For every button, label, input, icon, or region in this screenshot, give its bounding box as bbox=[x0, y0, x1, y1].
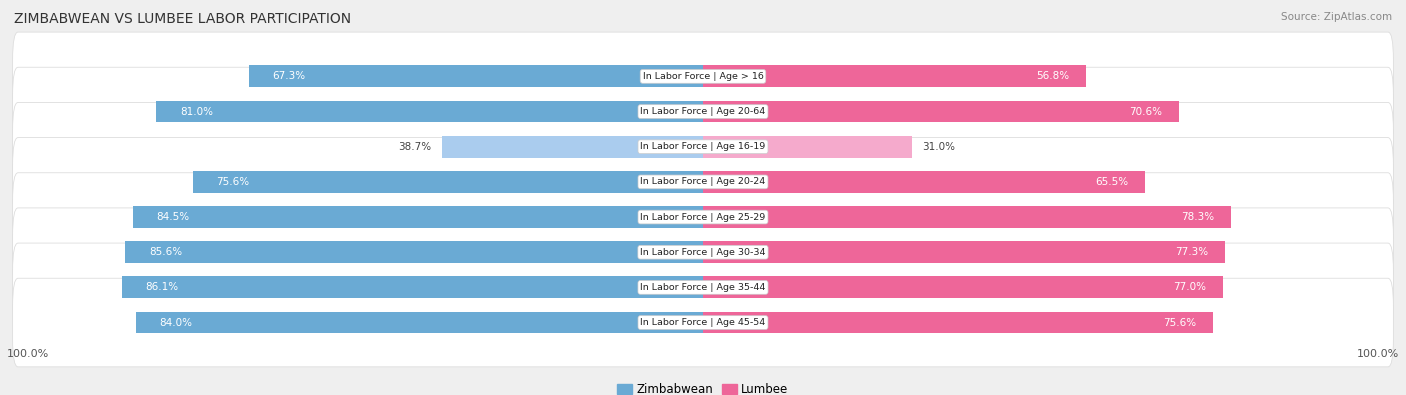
Text: 67.3%: 67.3% bbox=[273, 71, 305, 81]
Text: 31.0%: 31.0% bbox=[922, 142, 955, 152]
Bar bbox=[136, 312, 703, 333]
Text: ZIMBABWEAN VS LUMBEE LABOR PARTICIPATION: ZIMBABWEAN VS LUMBEE LABOR PARTICIPATION bbox=[14, 12, 352, 26]
Text: In Labor Force | Age > 16: In Labor Force | Age > 16 bbox=[643, 72, 763, 81]
FancyBboxPatch shape bbox=[13, 102, 1393, 191]
Legend: Zimbabwean, Lumbee: Zimbabwean, Lumbee bbox=[613, 379, 793, 395]
Text: 77.3%: 77.3% bbox=[1174, 247, 1208, 257]
Bar bbox=[193, 171, 703, 193]
Bar bbox=[703, 241, 1225, 263]
FancyBboxPatch shape bbox=[13, 243, 1393, 332]
Bar bbox=[125, 241, 703, 263]
Bar bbox=[703, 171, 1144, 193]
Bar bbox=[249, 66, 703, 87]
Bar bbox=[156, 101, 703, 122]
Text: 75.6%: 75.6% bbox=[217, 177, 249, 187]
Bar bbox=[703, 206, 1232, 228]
Bar bbox=[132, 206, 703, 228]
Bar bbox=[703, 66, 1087, 87]
Text: 78.3%: 78.3% bbox=[1181, 212, 1215, 222]
Text: In Labor Force | Age 45-54: In Labor Force | Age 45-54 bbox=[640, 318, 766, 327]
Bar bbox=[703, 276, 1223, 298]
Text: 81.0%: 81.0% bbox=[180, 107, 212, 117]
Text: 84.5%: 84.5% bbox=[156, 212, 190, 222]
Bar bbox=[703, 312, 1213, 333]
Text: In Labor Force | Age 25-29: In Labor Force | Age 25-29 bbox=[640, 213, 766, 222]
Bar bbox=[703, 101, 1180, 122]
Text: 65.5%: 65.5% bbox=[1095, 177, 1128, 187]
FancyBboxPatch shape bbox=[13, 32, 1393, 121]
FancyBboxPatch shape bbox=[13, 67, 1393, 156]
FancyBboxPatch shape bbox=[13, 278, 1393, 367]
Text: 38.7%: 38.7% bbox=[398, 142, 432, 152]
Text: In Labor Force | Age 35-44: In Labor Force | Age 35-44 bbox=[640, 283, 766, 292]
FancyBboxPatch shape bbox=[13, 173, 1393, 261]
Bar bbox=[441, 136, 703, 158]
Text: In Labor Force | Age 30-34: In Labor Force | Age 30-34 bbox=[640, 248, 766, 257]
Text: Source: ZipAtlas.com: Source: ZipAtlas.com bbox=[1281, 12, 1392, 22]
Text: 56.8%: 56.8% bbox=[1036, 71, 1070, 81]
Text: 70.6%: 70.6% bbox=[1129, 107, 1163, 117]
Text: 75.6%: 75.6% bbox=[1163, 318, 1197, 327]
FancyBboxPatch shape bbox=[13, 137, 1393, 226]
FancyBboxPatch shape bbox=[13, 208, 1393, 297]
Text: In Labor Force | Age 20-64: In Labor Force | Age 20-64 bbox=[640, 107, 766, 116]
Text: 85.6%: 85.6% bbox=[149, 247, 181, 257]
Bar bbox=[703, 136, 912, 158]
Text: 77.0%: 77.0% bbox=[1173, 282, 1206, 292]
Text: In Labor Force | Age 16-19: In Labor Force | Age 16-19 bbox=[640, 142, 766, 151]
Text: 84.0%: 84.0% bbox=[160, 318, 193, 327]
Text: 86.1%: 86.1% bbox=[146, 282, 179, 292]
Bar bbox=[122, 276, 703, 298]
Text: In Labor Force | Age 20-24: In Labor Force | Age 20-24 bbox=[640, 177, 766, 186]
